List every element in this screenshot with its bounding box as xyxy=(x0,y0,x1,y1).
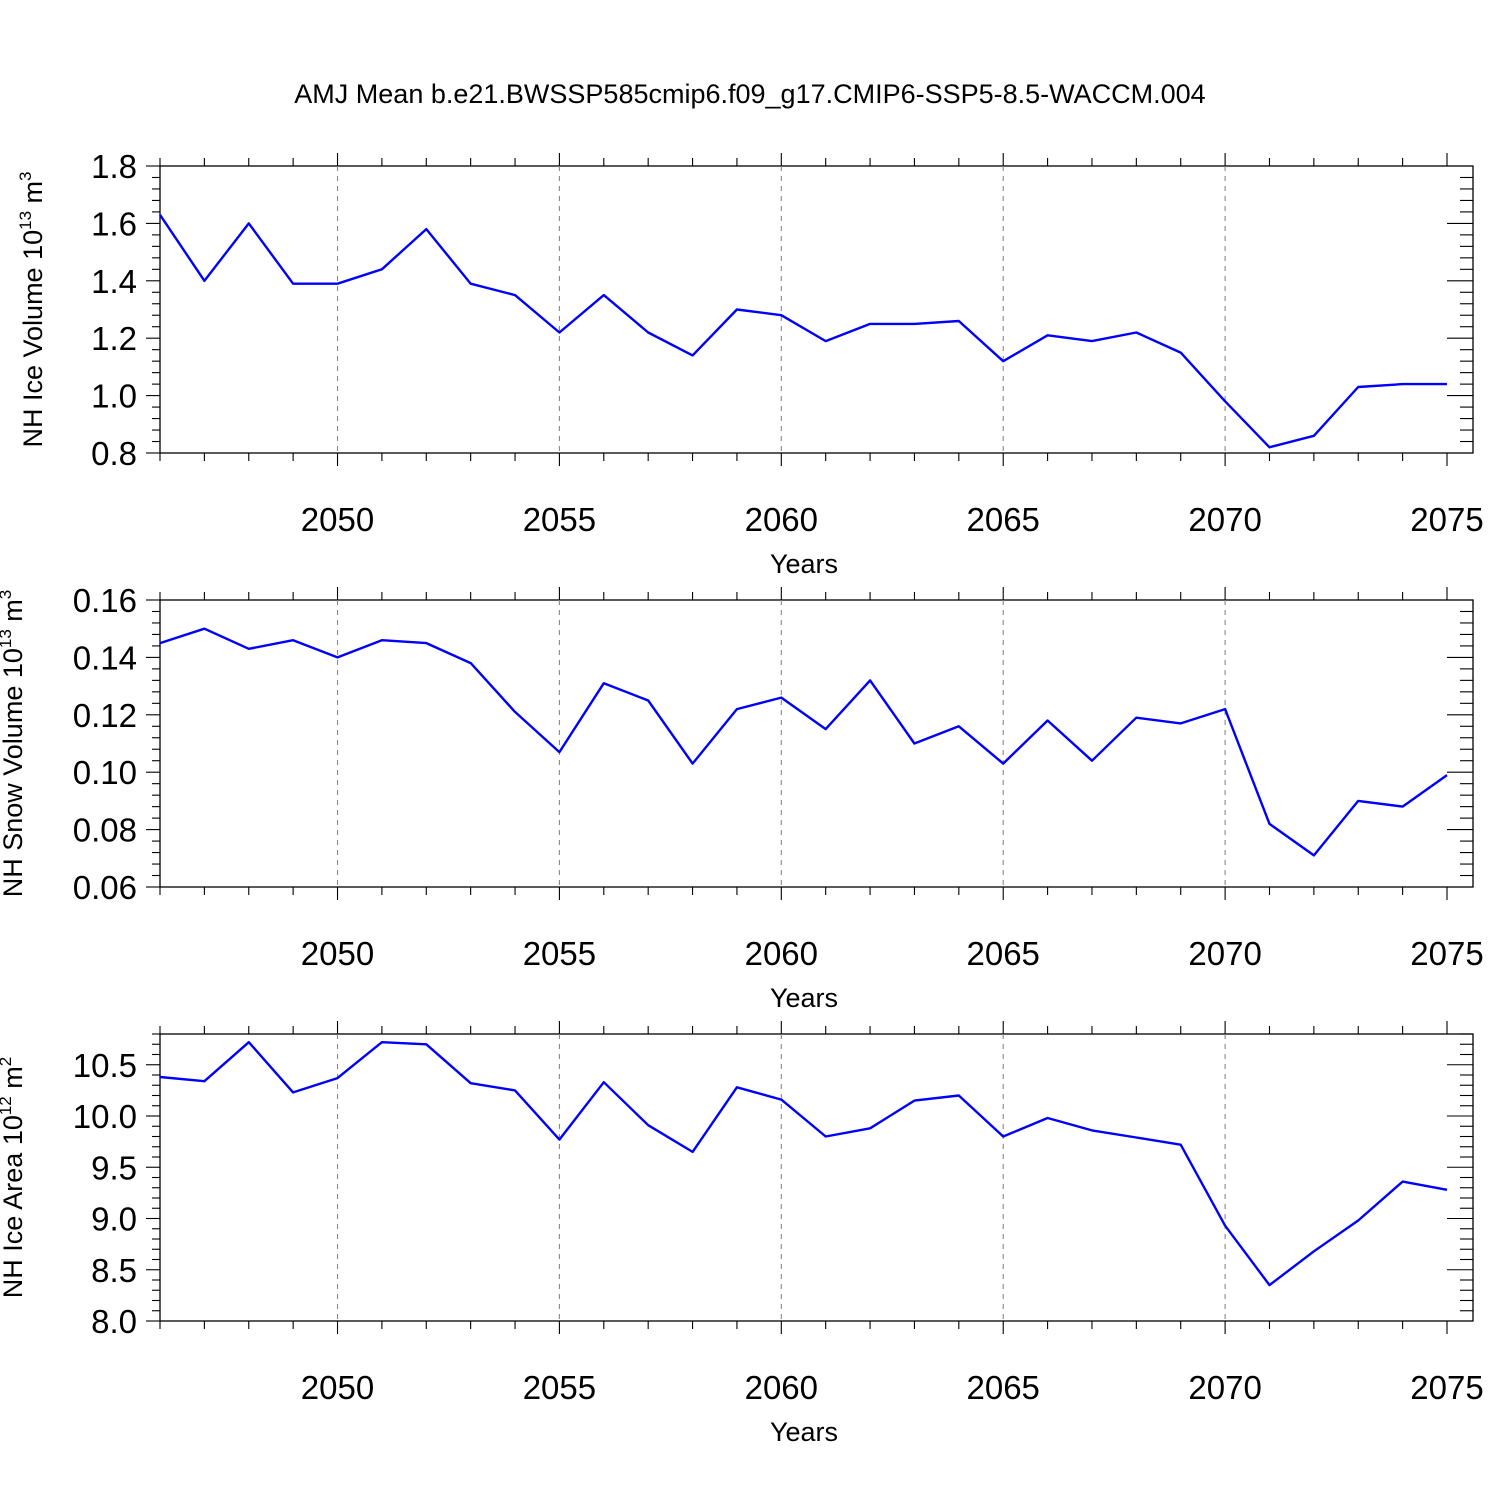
plot-frame xyxy=(159,599,1474,888)
x-tick-label: 2060 xyxy=(745,935,818,972)
x-tick-label: 2075 xyxy=(1410,935,1483,972)
y-tick-label: 0.06 xyxy=(73,869,137,906)
y-tick-label: 9.0 xyxy=(91,1201,137,1238)
y-tick-label: 1.8 xyxy=(91,148,137,185)
x-tick-label: 2060 xyxy=(745,501,818,538)
y-tick-label: 1.2 xyxy=(91,320,137,357)
y-axis-title-exponent: 13 xyxy=(0,629,15,648)
y-tick-label: 9.5 xyxy=(91,1149,137,1186)
series-line xyxy=(159,1040,1448,1287)
y-tick-label: 8.0 xyxy=(91,1303,137,1340)
figure-title: AMJ Mean b.e21.BWSSP585cmip6.f09_g17.CMI… xyxy=(294,79,1205,109)
y-axis-title-unit-exponent: 2 xyxy=(0,1057,15,1066)
y-tick-label: 0.10 xyxy=(73,754,137,791)
x-tick-label: 2065 xyxy=(966,501,1039,538)
y-tick-label: 0.08 xyxy=(73,812,137,849)
x-tick-label: 2075 xyxy=(1410,501,1483,538)
y-axis-title-unit-exponent: 3 xyxy=(16,172,35,181)
x-tick-label: 2075 xyxy=(1410,1369,1483,1406)
x-tick-label: 2070 xyxy=(1188,501,1261,538)
plot-frame xyxy=(159,165,1474,454)
y-axis-title-unit-exponent: 3 xyxy=(0,590,15,599)
y-tick-label: 10.0 xyxy=(73,1098,137,1135)
y-tick-label: 0.16 xyxy=(73,582,137,619)
x-tick-label: 2065 xyxy=(966,935,1039,972)
x-tick-label: 2060 xyxy=(745,1369,818,1406)
plot-frame xyxy=(159,1033,1474,1322)
y-tick-label: 1.4 xyxy=(91,263,137,300)
y-tick-label: 0.12 xyxy=(73,697,137,734)
x-axis-title: Years xyxy=(770,983,838,1013)
y-axis-title-unit: m xyxy=(18,181,48,211)
y-tick-label: 10.5 xyxy=(73,1047,137,1084)
x-tick-label: 2050 xyxy=(301,1369,374,1406)
x-tick-label: 2055 xyxy=(523,1369,596,1406)
x-tick-label: 2050 xyxy=(301,935,374,972)
x-tick-label: 2070 xyxy=(1188,935,1261,972)
y-axis-title: NH Ice Area 1012 m2 xyxy=(0,1057,28,1298)
chart-panel-1: 0.8 1.0 1.2 1.4 1.6 1.8 2050 2055 2060 2065 2070 20… xyxy=(16,148,1484,579)
y-axis-title: NH Ice Volume 1013 m3 xyxy=(16,172,48,448)
y-tick-label: 0.14 xyxy=(73,639,137,676)
y-axis-title-exponent: 12 xyxy=(0,1096,15,1115)
x-tick-label: 2055 xyxy=(523,501,596,538)
y-tick-label: 8.5 xyxy=(91,1252,137,1289)
series-line xyxy=(159,214,1447,449)
y-axis-title-text: NH Snow Volume 10 xyxy=(0,648,28,897)
chart-panel-2: 0.06 0.08 0.10 0.12 0.14 0.16 2050 2055 2060 2065… xyxy=(0,582,1484,1013)
x-axis-title: Years xyxy=(770,1417,838,1447)
y-axis-title-text: NH Ice Volume 10 xyxy=(18,230,48,448)
chart-panel-3: 8.0 8.5 9.0 9.5 10.0 10.5 2050 2055 2060 2065 2070… xyxy=(0,1021,1484,1447)
y-axis-title: NH Snow Volume 1013 m3 xyxy=(0,590,28,898)
series-line xyxy=(159,627,1448,857)
y-tick-label: 1.6 xyxy=(91,205,137,242)
y-axis-title-unit: m xyxy=(0,599,28,629)
x-tick-label: 2055 xyxy=(523,935,596,972)
x-tick-label: 2050 xyxy=(301,501,374,538)
y-axis-title-unit: m xyxy=(0,1066,28,1096)
y-axis-title-exponent: 13 xyxy=(16,211,35,230)
y-tick-label: 1.0 xyxy=(91,378,137,415)
y-tick-label: 0.8 xyxy=(91,435,137,472)
x-axis-title: Years xyxy=(770,549,838,579)
y-axis-title-text: NH Ice Area 10 xyxy=(0,1115,28,1298)
x-tick-label: 2065 xyxy=(966,1369,1039,1406)
x-tick-label: 2070 xyxy=(1188,1369,1261,1406)
